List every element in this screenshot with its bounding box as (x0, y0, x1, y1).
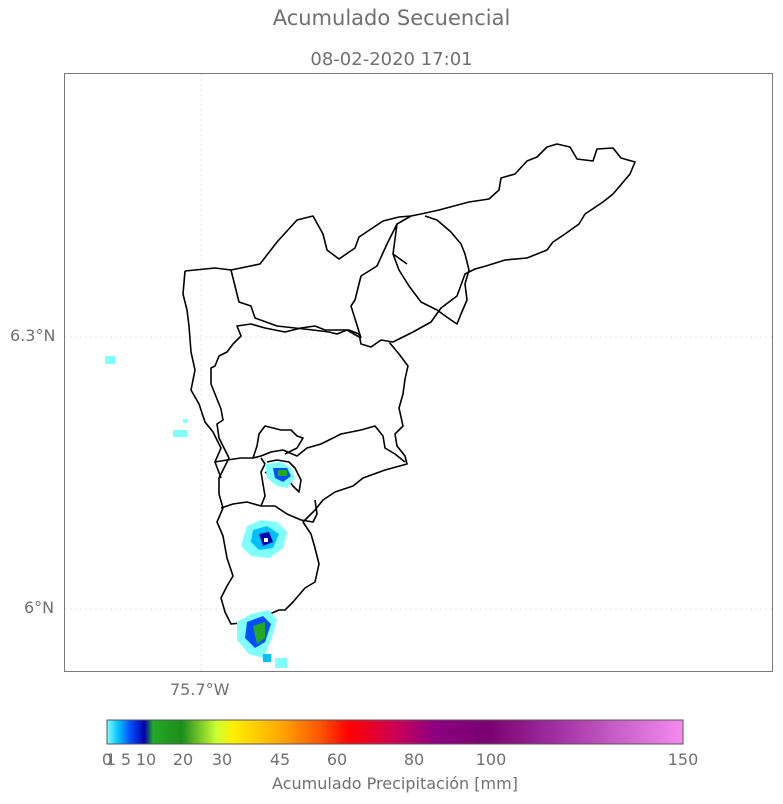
map-area (64, 73, 773, 672)
precip-cell (173, 430, 187, 437)
lat-label: 6.3°N (10, 326, 56, 345)
colorbar-tick: 100 (475, 750, 507, 769)
precip-cell (278, 470, 287, 476)
municipality-boundary (214, 425, 406, 463)
precip-cell (275, 658, 287, 668)
colorbar-tick: 60 (326, 750, 348, 769)
municipality-boundary (252, 425, 304, 459)
colorbar-tick: 1 (105, 750, 117, 769)
colorbar-tick: 150 (667, 750, 699, 769)
precip-cell (253, 622, 265, 644)
precip-cell (263, 654, 271, 662)
municipality-boundary (184, 143, 636, 625)
municipality-boundary (350, 215, 412, 339)
precipitation-field (105, 356, 295, 668)
municipality-boundary (230, 269, 362, 339)
map-datetime: 08-02-2020 17:01 (310, 49, 473, 70)
colorbar (106, 719, 684, 745)
colorbar-tick: 5 (120, 750, 132, 769)
municipality-boundary (392, 215, 470, 325)
lat-label: 6°N (24, 598, 55, 617)
colorbar-tick: 10 (135, 750, 157, 769)
municipality-boundary (220, 499, 318, 523)
precip-cell (264, 538, 268, 542)
map-title: Acumulado Secuencial (272, 6, 511, 30)
colorbar-tick: 0 (101, 750, 113, 769)
map-canvas (65, 74, 772, 671)
precip-cell (105, 356, 115, 364)
colorbar-tick: 30 (211, 750, 233, 769)
colorbar-tick: 20 (172, 750, 194, 769)
colorbar-tick: 80 (403, 750, 425, 769)
colorbar-gradient (106, 719, 684, 745)
lon-label: 75.7°W (170, 680, 230, 699)
municipality-boundary (392, 253, 408, 265)
precip-cell (183, 419, 187, 423)
municipality-boundary (182, 270, 222, 479)
colorbar-label: Acumulado Precipitación [mm] (272, 774, 518, 793)
municipality-boundary (260, 457, 266, 507)
colorbar-tick: 45 (269, 750, 291, 769)
